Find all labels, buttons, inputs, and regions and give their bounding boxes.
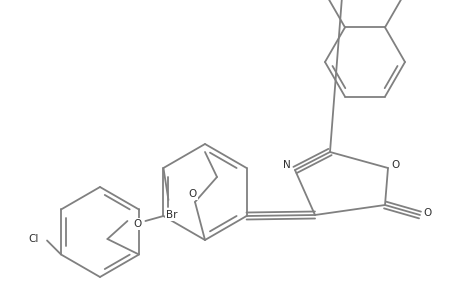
Text: Cl: Cl	[29, 235, 39, 244]
Text: Br: Br	[165, 210, 177, 220]
Text: O: O	[423, 208, 431, 218]
Text: O: O	[391, 160, 399, 170]
Text: O: O	[189, 189, 197, 199]
Text: N: N	[282, 160, 290, 170]
Text: O: O	[133, 219, 141, 229]
